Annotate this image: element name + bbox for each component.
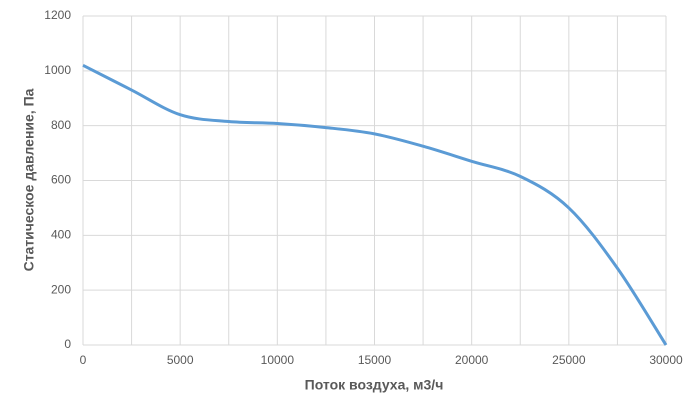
y-tick-label: 0 (64, 337, 71, 351)
y-tick-label: 1200 (44, 8, 71, 22)
y-tick-label: 200 (51, 282, 71, 296)
x-tick-label: 15000 (358, 353, 392, 367)
x-tick-label: 30000 (649, 353, 683, 367)
x-tick-label: 20000 (455, 353, 489, 367)
y-axis-title: Статическое давление, Па (21, 88, 37, 271)
y-tick-label: 1000 (44, 63, 71, 77)
y-tick-label: 400 (51, 228, 71, 242)
x-tick-label: 0 (80, 353, 87, 367)
x-tick-label: 25000 (552, 353, 586, 367)
x-tick-label: 10000 (261, 353, 295, 367)
data-line (82, 64, 668, 346)
y-tick-label: 600 (51, 173, 71, 187)
x-axis-title: Поток воздуха, м3/ч (305, 377, 444, 393)
x-tick-label: 5000 (167, 353, 194, 367)
y-tick-label: 800 (51, 118, 71, 132)
